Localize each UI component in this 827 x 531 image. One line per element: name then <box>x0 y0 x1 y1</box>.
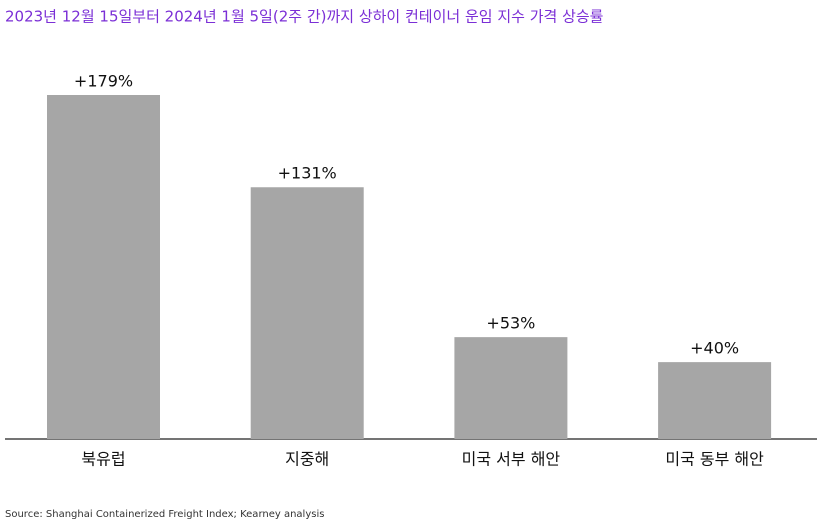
x-tick-label: 지중해 <box>285 450 329 469</box>
value-label: +179% <box>74 72 133 91</box>
x-tick-label: 북유럽 <box>81 450 125 469</box>
value-label: +131% <box>278 164 337 183</box>
bar <box>250 187 364 439</box>
bar <box>454 337 568 439</box>
source-note: Source: Shanghai Containerized Freight I… <box>5 509 324 520</box>
bar <box>47 95 160 439</box>
bar <box>658 362 772 439</box>
x-tick-label: 미국 서부 해안 <box>462 450 561 469</box>
chart-title: 2023년 12월 15일부터 2024년 1월 5일(2주 간)까지 상하이 … <box>5 8 604 26</box>
x-tick-label: 미국 동부 해안 <box>665 450 764 469</box>
value-label: +40% <box>690 339 739 358</box>
value-label: +53% <box>486 314 535 333</box>
